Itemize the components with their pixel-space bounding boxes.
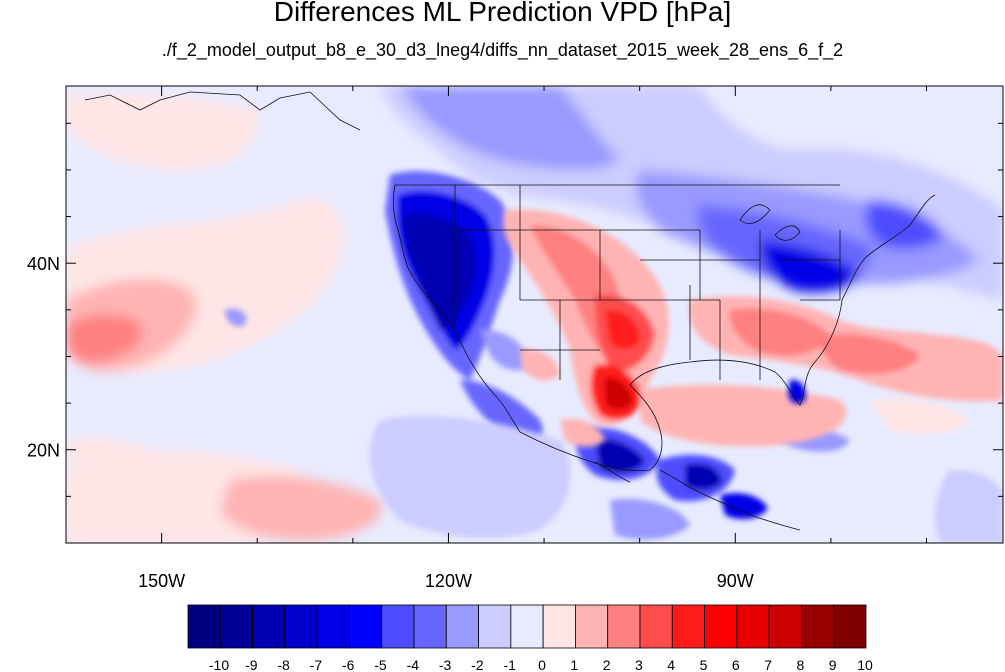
- colorbar-swatch: [413, 604, 447, 649]
- colorbar-label: 3: [635, 657, 643, 672]
- colorbar-label: 10: [857, 657, 873, 672]
- colorbar-label: -2: [471, 657, 484, 672]
- colorbar-swatch: [316, 604, 350, 649]
- colorbar-label: 7: [764, 657, 772, 672]
- colorbar-swatch: [542, 604, 576, 649]
- great-lakes: [739, 204, 801, 241]
- lon-tick-label: 120W: [425, 571, 472, 591]
- colorbar-swatch: [349, 604, 383, 649]
- alaska-coastline: [84, 91, 361, 131]
- colorbar-label: 8: [797, 657, 805, 672]
- colorbar-swatch: [478, 604, 512, 649]
- colorbar-swatch: [736, 604, 770, 649]
- plot-frame: [65, 85, 1004, 544]
- colorbar-swatch: [639, 604, 673, 649]
- colorbar-label: -1: [503, 657, 516, 672]
- lat-tick-label: 20N: [27, 441, 60, 461]
- colorbar-swatch: [252, 604, 286, 649]
- colorbar-label: -10: [209, 657, 229, 672]
- colorbar-label: -3: [439, 657, 452, 672]
- colorbar-label: -6: [342, 657, 355, 672]
- central-america-coastline: [594, 461, 801, 531]
- axis-ticks: [65, 86, 1003, 543]
- colorbar-label: -4: [407, 657, 420, 672]
- colorbar-label: 6: [732, 657, 740, 672]
- colorbar-swatch: [381, 604, 415, 649]
- colorbar-swatch: [219, 604, 253, 649]
- colorbar-label: 1: [570, 657, 578, 672]
- colorbar-swatch: [801, 604, 835, 649]
- lon-tick-label: 150W: [138, 571, 185, 591]
- map-subtitle: ./f_2_model_output_b8_e_30_d3_lneg4/diff…: [161, 40, 844, 60]
- colorbar-label: -9: [245, 657, 258, 672]
- map-boundaries: [84, 91, 936, 531]
- colorbar-label: 0: [538, 657, 546, 672]
- colorbar-swatch: [833, 604, 867, 649]
- colorbar-swatch: [510, 604, 544, 649]
- colorbar-swatch: [575, 604, 609, 649]
- colorbar-swatch: [187, 604, 221, 649]
- colorbar-label: -8: [277, 657, 290, 672]
- colorbar-swatch: [607, 604, 641, 649]
- vpd-field: [66, 86, 1003, 543]
- colorbar: [187, 604, 867, 649]
- colorbar-swatch: [704, 604, 738, 649]
- colorbar-swatch: [671, 604, 705, 649]
- colorbar-swatch: [445, 604, 479, 649]
- gulf-atlantic-coastline: [519, 194, 936, 471]
- colorbar-label: 5: [700, 657, 708, 672]
- axis-tick-labels: 150W 120W 90W 40N 20N: [27, 254, 754, 591]
- colorbar-label: 9: [829, 657, 837, 672]
- colorbar-label: -7: [310, 657, 323, 672]
- colorbar-swatch: [768, 604, 802, 649]
- colorbar-swatch: [284, 604, 318, 649]
- west-coastline: [392, 184, 521, 433]
- lat-tick-label: 40N: [27, 254, 60, 274]
- lon-tick-label: 90W: [717, 571, 754, 591]
- colorbar-label: 4: [667, 657, 675, 672]
- map-title: Differences ML Prediction VPD [hPa]: [273, 0, 732, 27]
- colorbar-labels: -10 -9 -8 -7 -6 -5 -4 -3 -2 -1 0 1 2 3 4 5 6 7 8 9 10: [209, 657, 873, 672]
- colorbar-label: -5: [374, 657, 387, 672]
- colorbar-label: 2: [603, 657, 611, 672]
